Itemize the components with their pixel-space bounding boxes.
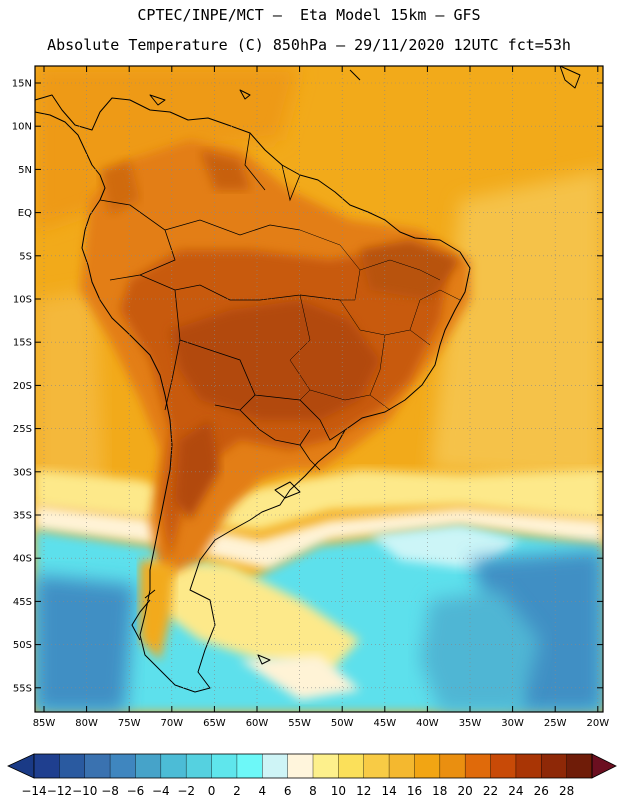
colorbar-swatch [186,754,212,778]
colorbar-swatch [389,754,415,778]
lat-label: 15S [13,338,32,349]
colorbar-label: −4 [152,784,170,798]
colorbar-swatch [84,754,111,778]
lon-label: 75W [118,718,141,729]
lon-label: 70W [160,718,183,729]
lat-label: 25S [13,424,32,435]
colorbar-label: 0 [208,784,216,798]
colorbar-swatch [287,754,314,778]
coastline [34,65,581,693]
colorbar-label: −2 [177,784,195,798]
lat-label: 15N [12,79,32,90]
colorbar-label: 12 [356,784,371,798]
axis-ticks [35,66,603,712]
colorbar-label: 22 [483,784,498,798]
colorbar-label: 14 [381,784,396,798]
colorbar-labels: −14 −12 −10 −8 −6 −4 −2 0 2 4 6 8 10 12 14 16 18 20 22 24 26… [21,784,574,798]
colorbar-label: 2 [233,784,241,798]
colorbar-label: 28 [559,784,574,798]
colorbar-swatch [34,754,60,778]
lat-label: 45S [13,597,32,608]
chart-title-line-1: CPTEC/INPE/MCT – Eta Model 15km – GFS [137,6,481,24]
colorbar-swatch [465,754,491,778]
lon-label: 50W [331,718,354,729]
colorbar-swatch [160,754,187,778]
colorbar-label: 6 [284,784,292,798]
colorbar-swatch [211,754,238,778]
colorbar-swatch [515,754,542,778]
lat-label: EQ [18,208,32,219]
colorbar-label: 20 [458,784,473,798]
lat-label: 5S [19,251,32,262]
colorbar [7,753,617,779]
colorbar-label: −14 [21,784,46,798]
colorbar-label: 18 [432,784,447,798]
map-frame [34,65,604,713]
map-field [35,66,603,712]
colorbar-swatch [338,754,365,778]
lon-label: 60W [246,718,269,729]
lat-label: 40S [13,554,32,565]
lat-label: 50S [13,640,32,651]
colorbar-swatch [262,754,288,778]
colorbar-label: 4 [258,784,266,798]
lon-label: 45W [373,718,396,729]
lat-label: 5N [18,165,32,176]
lon-label: 20W [586,718,609,729]
colorbar-label: −6 [127,784,145,798]
colorbar-label: −8 [101,784,119,798]
colorbar-label: 24 [508,784,523,798]
lat-label: 35S [13,511,32,522]
colorbar-label: −10 [72,784,97,798]
chart-title-line-2: Absolute Temperature (C) 850hPa – 29/11/… [47,36,571,54]
colorbar-swatch [541,754,567,778]
colorbar-label: −12 [47,784,72,798]
colorbar-under-arrow [7,753,35,779]
colorbar-label: 8 [309,784,317,798]
colorbar-swatch [313,754,339,778]
lon-label: 25W [544,718,567,729]
lon-label: 40W [416,718,439,729]
colorbar-swatch [439,754,466,778]
colorbar-swatch [566,754,593,778]
lat-label: 10N [12,122,32,133]
colorbar-label: 10 [331,784,346,798]
colorbar-swatch [490,754,517,778]
gridlines [35,66,603,712]
lon-label: 55W [288,718,311,729]
lat-label: 20S [13,381,32,392]
colorbar-swatch [236,754,263,778]
lat-label: 55S [13,683,32,694]
latitude-labels: 15N 10N 5N EQ 5S 10S 15S 20S 25S 30S 35S 40S 45S 50S 5… [12,79,32,695]
lon-label: 85W [33,718,56,729]
country-borders [99,132,346,471]
colorbar-over-arrow [591,753,617,779]
colorbar-label: 16 [407,784,422,798]
lat-label: 10S [13,295,32,306]
colorbar-swatch [135,754,162,778]
colorbar-swatch [59,754,86,778]
longitude-labels: 85W 80W 75W 70W 65W 60W 55W 50W 45W 40W 35W 30W 25W 2… [33,718,610,729]
colorbar-swatch [363,754,390,778]
lon-label: 65W [203,718,226,729]
colorbar-label: 26 [534,784,549,798]
lat-label: 30S [13,467,32,478]
lon-label: 80W [75,718,98,729]
lon-label: 30W [501,718,524,729]
colorbar-swatch [414,754,441,778]
colorbar-swatch [110,754,136,778]
lon-label: 35W [459,718,482,729]
